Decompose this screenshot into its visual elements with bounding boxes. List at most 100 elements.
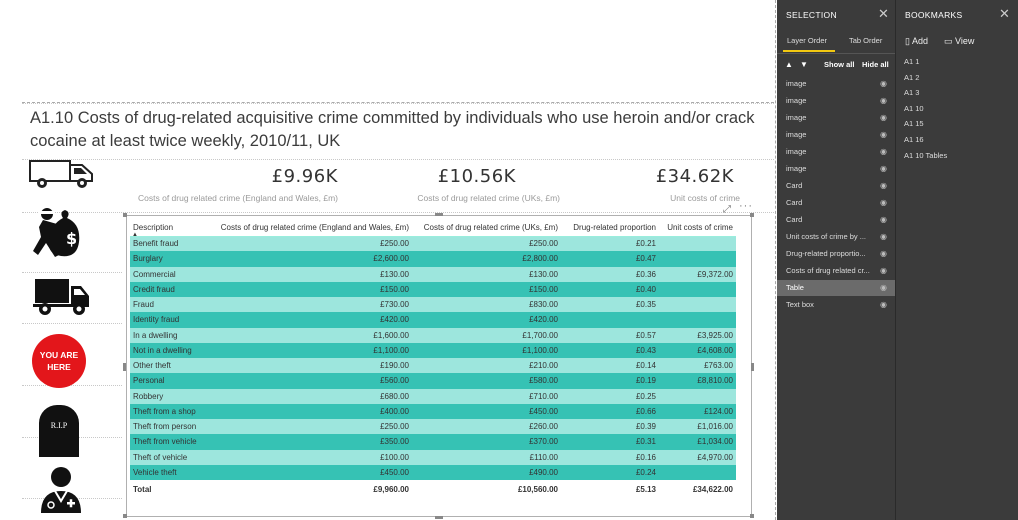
layer-item[interactable]: Table ◉ bbox=[777, 280, 895, 296]
table-row[interactable]: Personal £560.00 £580.00 £0.19 £8,810.00 bbox=[130, 373, 736, 389]
layer-item[interactable]: Text box ◉ bbox=[777, 297, 895, 313]
visibility-eye-icon[interactable]: ◉ bbox=[880, 198, 887, 207]
table-row[interactable]: In a dwelling £1,600.00 £1,700.00 £0.57 £3,9… bbox=[130, 327, 736, 343]
send-backward-icon[interactable]: ▼ bbox=[800, 60, 808, 69]
visibility-eye-icon[interactable]: ◉ bbox=[880, 300, 887, 309]
table-row[interactable]: Theft from vehicle £350.00 £370.00 £0.31 £1,… bbox=[130, 434, 736, 450]
table-row[interactable]: Identity fraud £420.00 £420.00 bbox=[130, 312, 736, 328]
visibility-eye-icon[interactable]: ◉ bbox=[880, 164, 887, 173]
layer-item[interactable]: image ◉ bbox=[777, 110, 895, 126]
bookmark-item[interactable]: A1 10 bbox=[904, 103, 924, 113]
bookmark-item[interactable]: A1 1 bbox=[904, 57, 920, 66]
resize-handle[interactable] bbox=[123, 363, 126, 371]
table-row[interactable]: Not in a dwelling £1,100.00 £1,100.00 £0.43… bbox=[130, 342, 736, 358]
tab-layer-order[interactable]: Layer Order bbox=[787, 36, 828, 45]
resize-handle[interactable] bbox=[750, 213, 754, 217]
column-header-costs-england-wales[interactable]: Costs of drug related crime (England and… bbox=[204, 219, 412, 236]
layer-item[interactable]: Drug-related proportio... ◉ bbox=[777, 246, 895, 262]
table-cell: £250.00 bbox=[204, 419, 412, 435]
table-cell: £130.00 bbox=[204, 266, 412, 282]
report-canvas[interactable]: A1.10 Costs of drug-related acquisitive … bbox=[0, 0, 777, 520]
bring-forward-icon[interactable]: ▲ bbox=[785, 60, 793, 69]
bookmark-item[interactable]: A1 16 bbox=[904, 135, 924, 144]
bookmark-item[interactable]: A1 3 bbox=[904, 88, 920, 98]
resize-handle[interactable] bbox=[751, 363, 754, 371]
show-all-button[interactable]: Show all bbox=[824, 60, 855, 69]
data-table[interactable]: Description Costs of drug related crime … bbox=[130, 219, 736, 498]
layer-item[interactable]: Card ◉ bbox=[777, 212, 895, 228]
van-icon[interactable] bbox=[28, 155, 96, 191]
resize-handle[interactable] bbox=[750, 514, 754, 518]
bookmark-item[interactable]: A1 15 bbox=[904, 119, 924, 129]
resize-handle[interactable] bbox=[123, 514, 127, 518]
close-icon[interactable]: ✕ bbox=[878, 6, 889, 21]
resize-handle[interactable] bbox=[435, 516, 443, 519]
visibility-eye-icon[interactable]: ◉ bbox=[880, 266, 887, 275]
table-row[interactable]: Theft of vehicle £100.00 £110.00 £0.16 £4,97… bbox=[130, 449, 736, 465]
doctor-icon[interactable] bbox=[38, 465, 84, 515]
card-costs-england-wales[interactable]: £9.96K Costs of drug related crime (Engl… bbox=[100, 166, 338, 203]
truck-icon[interactable] bbox=[33, 277, 91, 317]
table-cell: £370.00 bbox=[412, 434, 561, 450]
card-costs-uk[interactable]: £10.56K Costs of drug related crime (UKs… bbox=[360, 166, 560, 203]
close-icon[interactable]: ✕ bbox=[999, 6, 1010, 21]
bookmark-item[interactable]: A1 2 bbox=[904, 72, 920, 82]
column-header-costs-uk[interactable]: Costs of drug related crime (UKs, £m) bbox=[412, 219, 561, 236]
focus-mode-icon[interactable]: ⤢ bbox=[723, 204, 731, 215]
tombstone-icon[interactable]: R.I.P bbox=[39, 405, 79, 457]
you-are-here-badge[interactable]: YOU ARE HERE bbox=[32, 334, 86, 388]
table-row[interactable]: Fraud £730.00 £830.00 £0.35 bbox=[130, 297, 736, 313]
visibility-eye-icon[interactable]: ◉ bbox=[880, 130, 887, 139]
visibility-eye-icon[interactable]: ◉ bbox=[880, 79, 887, 88]
table-cell: £124.00 bbox=[659, 403, 736, 419]
visibility-eye-icon[interactable]: ◉ bbox=[880, 232, 887, 241]
column-header-drug-related-proportion[interactable]: Drug-related proportion bbox=[561, 219, 659, 236]
resize-handle[interactable] bbox=[435, 213, 443, 216]
add-bookmark-button[interactable]: ▯ Add bbox=[905, 36, 928, 47]
layer-item-label: image bbox=[786, 130, 807, 139]
table-row[interactable]: Credit fraud £150.00 £150.00 £0.40 bbox=[130, 281, 736, 297]
resize-handle[interactable] bbox=[123, 213, 127, 217]
thief-with-money-bag-icon[interactable]: $ bbox=[33, 206, 85, 262]
table-cell: £420.00 bbox=[412, 312, 561, 328]
visibility-eye-icon[interactable]: ◉ bbox=[880, 283, 887, 292]
hide-all-button[interactable]: Hide all bbox=[862, 60, 889, 69]
table-row[interactable]: Burglary £2,600.00 £2,800.00 £0.47 bbox=[130, 251, 736, 267]
visibility-eye-icon[interactable]: ◉ bbox=[880, 215, 887, 224]
table-row[interactable]: Theft from person £250.00 £260.00 £0.39 £1,0… bbox=[130, 419, 736, 435]
layer-item[interactable]: image ◉ bbox=[777, 161, 895, 177]
layer-item[interactable]: Costs of drug related cr... ◉ bbox=[777, 263, 895, 279]
layer-item[interactable]: image ◉ bbox=[777, 127, 895, 143]
grid-line bbox=[22, 212, 774, 213]
table-cell: £100.00 bbox=[204, 449, 412, 465]
table-row[interactable]: Benefit fraud £250.00 £250.00 £0.21 bbox=[130, 236, 736, 252]
visibility-eye-icon[interactable]: ◉ bbox=[880, 113, 887, 122]
visibility-eye-icon[interactable]: ◉ bbox=[880, 147, 887, 156]
view-bookmark-button[interactable]: ▭ View bbox=[944, 36, 974, 47]
grid-line bbox=[22, 159, 774, 160]
visibility-eye-icon[interactable]: ◉ bbox=[880, 181, 887, 190]
layer-item[interactable]: image ◉ bbox=[777, 93, 895, 109]
table-row[interactable]: Vehicle theft £450.00 £490.00 £0.24 bbox=[130, 464, 736, 480]
visibility-eye-icon[interactable]: ◉ bbox=[880, 96, 887, 105]
more-options-icon[interactable]: ··· bbox=[739, 200, 753, 212]
bookmark-item[interactable]: A1 10 Tables bbox=[904, 150, 948, 160]
column-header-unit-costs[interactable]: Unit costs of crime bbox=[659, 219, 736, 236]
table-row[interactable]: Theft from a shop £400.00 £450.00 £0.66 £124… bbox=[130, 403, 736, 419]
visibility-eye-icon[interactable]: ◉ bbox=[880, 249, 887, 258]
table-row[interactable]: Other theft £190.00 £210.00 £0.14 £763.00 bbox=[130, 358, 736, 374]
table-row[interactable]: Commercial £130.00 £130.00 £0.36 £9,372.00 bbox=[130, 266, 736, 282]
layer-item[interactable]: image ◉ bbox=[777, 76, 895, 92]
layer-item[interactable]: Card ◉ bbox=[777, 178, 895, 194]
table-cell: £830.00 bbox=[412, 297, 561, 313]
layer-item[interactable]: Unit costs of crime by ... ◉ bbox=[777, 229, 895, 245]
card-value: £9.96K bbox=[271, 166, 338, 187]
column-header-description[interactable]: Description bbox=[130, 219, 204, 236]
table-cell: £420.00 bbox=[204, 312, 412, 328]
layer-item[interactable]: image ◉ bbox=[777, 144, 895, 160]
layer-item[interactable]: Card ◉ bbox=[777, 195, 895, 211]
card-unit-costs[interactable]: £34.62K Unit costs of crime bbox=[620, 166, 740, 203]
table-row[interactable]: Robbery £680.00 £710.00 £0.25 bbox=[130, 388, 736, 404]
sort-ascending-icon[interactable]: ▲ bbox=[132, 232, 138, 238]
tab-tab-order[interactable]: Tab Order bbox=[849, 36, 883, 45]
